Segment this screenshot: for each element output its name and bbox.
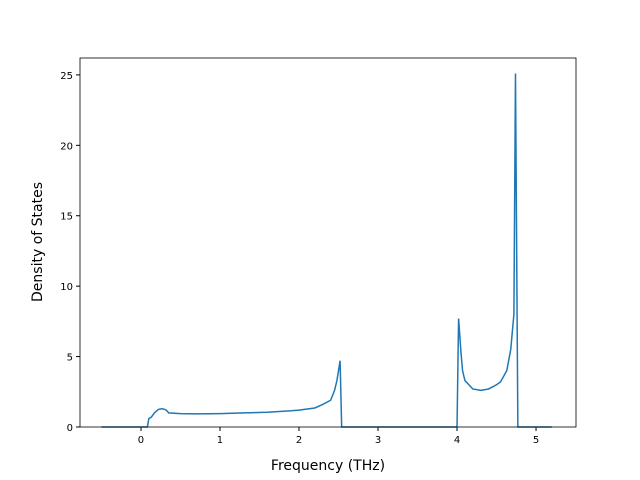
y-tick-label: 25 — [60, 71, 73, 82]
y-tick-label: 0 — [67, 423, 73, 434]
y-tick-label: 5 — [67, 353, 73, 364]
x-axis-label: Frequency (THz) — [271, 458, 385, 474]
x-tick-label: 5 — [533, 435, 539, 446]
x-tick-label: 1 — [217, 435, 223, 446]
plot-frame — [79, 57, 577, 428]
y-tick-label: 20 — [60, 141, 73, 152]
x-tick-label: 4 — [454, 435, 460, 446]
y-axis-label: Density of States — [30, 182, 46, 302]
line — [101, 73, 552, 428]
x-tick-label: 3 — [375, 435, 381, 446]
y-tick-label: 15 — [60, 212, 73, 223]
x-tick-label: 2 — [296, 435, 302, 446]
y-tick-label: 10 — [60, 282, 73, 293]
x-tick-label: 0 — [138, 435, 144, 446]
